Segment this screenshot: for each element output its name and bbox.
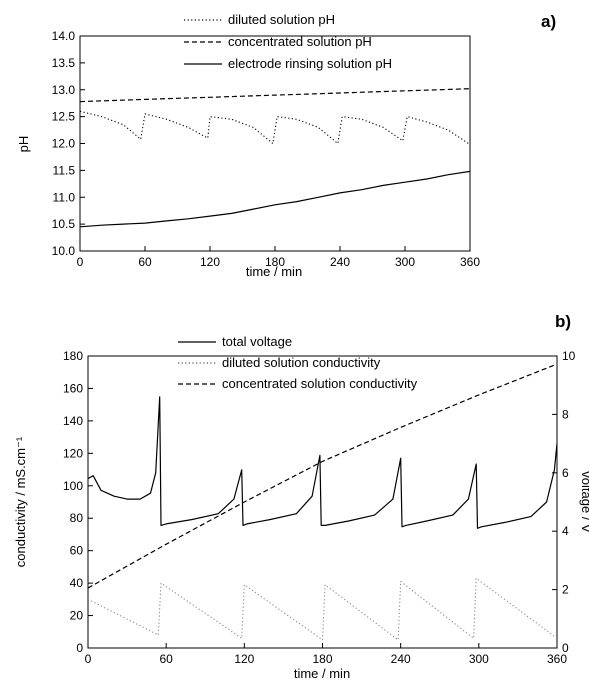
y-axis-label-b-right: voltage / V — [579, 471, 589, 533]
x-tick-label: 240 — [330, 255, 350, 269]
x-axis-label-a: time / min — [246, 264, 302, 279]
x-tick-label: 120 — [200, 255, 220, 269]
x-axis-label-b: time / min — [294, 666, 350, 681]
series-line-total-voltage — [87, 396, 558, 529]
series-line-concentrated-solution-conductivity — [87, 363, 558, 589]
y2-tick-label: 10 — [562, 349, 576, 363]
series-line-electrode-rinsing-solution-pH — [79, 170, 471, 228]
y-ticks-b-right: 0 2 4 6 8 10 — [552, 349, 576, 655]
panel-a: 10.0 10.5 11.0 11.5 12.0 12.5 13.0 13.5 14.0 0 60… — [16, 12, 556, 279]
legend-label: concentrated solution conductivity — [222, 376, 418, 391]
legend-b: total voltage diluted solution conductivi… — [178, 334, 418, 391]
y-axis-label-a: pH — [16, 136, 31, 153]
y-tick-label: 80 — [70, 511, 84, 525]
legend-label: concentrated solution pH — [228, 34, 372, 49]
y-tick-label: 12.0 — [52, 137, 76, 151]
y2-tick-label: 4 — [562, 524, 569, 538]
y-tick-label: 120 — [63, 446, 83, 460]
y-tick-label: 14.0 — [52, 29, 76, 43]
series-line-concentrated-solution-pH — [79, 88, 471, 103]
y-tick-label: 11.0 — [53, 190, 76, 204]
x-tick-label: 360 — [547, 652, 567, 666]
plot-frame-b — [87, 355, 558, 649]
x-tick-label: 60 — [138, 255, 152, 269]
y-tick-label: 11.5 — [53, 163, 76, 177]
x-tick-label: 300 — [395, 255, 415, 269]
x-tick-label: 0 — [85, 652, 92, 666]
y-tick-label: 10.5 — [52, 217, 76, 231]
legend-label: electrode rinsing solution pH — [228, 56, 392, 71]
y2-tick-label: 6 — [562, 466, 569, 480]
y-tick-label: 20 — [70, 609, 84, 623]
x-tick-label: 120 — [234, 652, 254, 666]
y-tick-label: 160 — [63, 381, 83, 395]
y-ticks-b-left: 0 20 40 60 80 100 120 140 160 180 — [63, 349, 93, 655]
x-ticks-b: 0 60 120 180 240 300 360 — [85, 643, 567, 666]
x-tick-label: 180 — [265, 255, 285, 269]
x-tick-label: 180 — [312, 652, 332, 666]
legend-a: diluted solution pH concentrated solution… — [184, 12, 392, 71]
series-line-diluted-solution-conductivity — [87, 577, 558, 641]
x-ticks-a: 0 60 120 180 240 300 360 — [77, 246, 480, 269]
y-tick-label: 40 — [70, 576, 84, 590]
series-line-diluted-solution-pH — [79, 110, 471, 146]
y-tick-label: 12.5 — [52, 110, 76, 124]
y-tick-label: 0 — [76, 641, 83, 655]
x-tick-label: 0 — [77, 255, 84, 269]
series-group-a — [79, 88, 471, 228]
y-tick-label: 100 — [63, 479, 83, 493]
y-ticks-a: 10.0 10.5 11.0 11.5 12.0 12.5 13.0 13.5 14.0 — [52, 29, 85, 258]
y2-tick-label: 0 — [562, 641, 569, 655]
y2-tick-label: 2 — [562, 583, 569, 597]
y-tick-label: 13.5 — [52, 56, 76, 70]
x-tick-label: 60 — [159, 652, 173, 666]
x-tick-label: 240 — [391, 652, 411, 666]
panel-label-b: b) — [555, 312, 571, 331]
legend-label: total voltage — [222, 334, 292, 349]
panel-b: 0 20 40 60 80 100 120 140 160 180 0 2 4 6 8 10 0 60 120 1… — [13, 312, 589, 681]
legend-label: diluted solution conductivity — [222, 355, 381, 370]
y-axis-label-b-left: conductivity / mS.cm⁻¹ — [13, 436, 28, 567]
legend-label: diluted solution pH — [228, 12, 335, 27]
panel-label-a: a) — [541, 12, 556, 31]
y2-tick-label: 8 — [562, 407, 569, 421]
y-tick-label: 13.0 — [52, 83, 76, 97]
x-tick-label: 300 — [469, 652, 489, 666]
y-tick-label: 140 — [63, 414, 83, 428]
y-tick-label: 180 — [63, 349, 83, 363]
x-tick-label: 360 — [460, 255, 480, 269]
series-group-b — [87, 363, 558, 641]
y-tick-label: 10.0 — [52, 244, 76, 258]
y-tick-label: 60 — [70, 544, 84, 558]
